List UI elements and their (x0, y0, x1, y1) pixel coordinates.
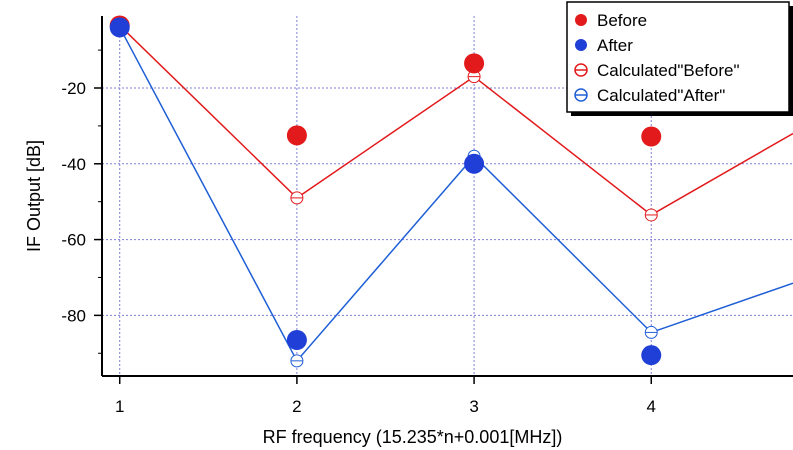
y-tick-label: -60 (61, 231, 86, 250)
filled-marker (286, 330, 307, 350)
y-tick-label: -20 (61, 79, 86, 98)
tick-labels: 1 2 3 4 -20 -40 -60 -80 (61, 79, 656, 416)
legend-marker (575, 14, 587, 26)
filled-marker (109, 17, 130, 38)
filled-marker (464, 153, 485, 174)
filled-marker (286, 125, 307, 146)
filled-marker (641, 126, 662, 147)
x-tick-label: 1 (115, 397, 124, 416)
legend-label: Calculated"After" (597, 86, 725, 105)
legend-label: Before (597, 11, 647, 30)
axes (94, 16, 793, 384)
legend: Before After Calculated"Before" Calculated"… (566, 1, 793, 116)
y-axis-title: IF Output [dB] (24, 140, 44, 252)
legend-marker (575, 39, 587, 51)
x-tick-label: 2 (292, 397, 301, 416)
legend-label: After (597, 36, 633, 55)
filled-marker (641, 345, 662, 366)
filled-marker (464, 53, 485, 74)
legend-label: Calculated"Before" (597, 61, 739, 80)
x-tick-label: 4 (647, 397, 656, 416)
y-tick-label: -40 (61, 155, 86, 174)
data-markers (109, 15, 662, 368)
legend-box (566, 1, 790, 113)
y-tick-label: -80 (61, 306, 86, 325)
x-tick-label: 3 (469, 397, 478, 416)
x-axis-title: RF frequency (15.235*n+0.001[MHz]) (263, 427, 563, 447)
